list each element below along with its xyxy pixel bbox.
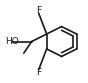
Text: F: F <box>36 6 41 15</box>
Text: F: F <box>36 68 41 77</box>
Text: HO: HO <box>5 37 19 46</box>
